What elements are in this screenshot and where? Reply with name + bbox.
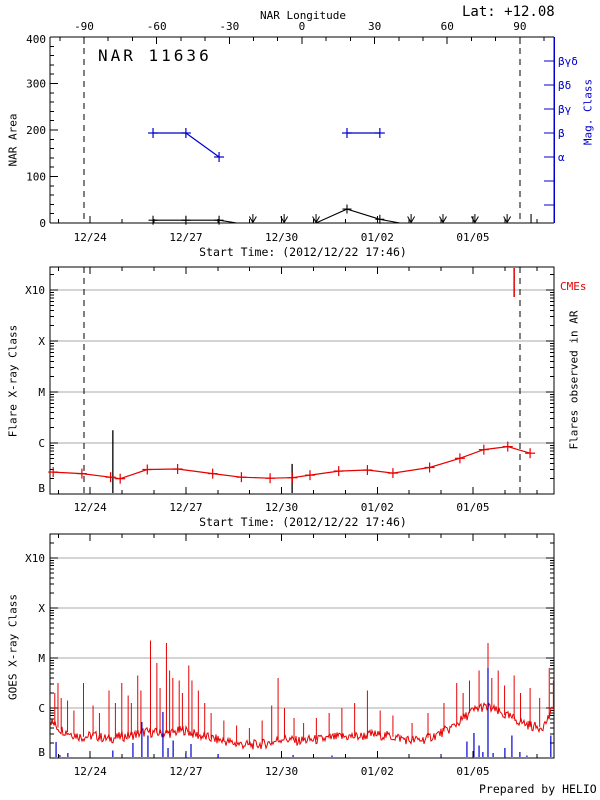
flares-in-ar-axis-title: Flares observed in AR <box>567 310 581 450</box>
panel1-date-label: 01/02 <box>361 231 394 244</box>
longitude-tick-label: -30 <box>219 20 239 33</box>
panel3-date-label: 12/30 <box>265 765 298 778</box>
longitude-tick-label: -60 <box>147 20 167 33</box>
goes-ytick-label: C <box>38 702 45 715</box>
goes-ytick-label: B <box>38 746 45 759</box>
nar-area-tick-label: 0 <box>39 217 46 230</box>
nar-area-line <box>153 208 532 224</box>
mag-class-tick-label: βγ <box>558 103 572 116</box>
longitude-axis-title: NAR Longitude <box>259 9 347 22</box>
panel3-date-label: 01/02 <box>361 765 394 778</box>
flare-ytick-label: X <box>38 335 45 348</box>
longitude-tick-label: 60 <box>441 20 454 33</box>
nar-area-tick-label: 100 <box>26 171 46 184</box>
prepared-by-credit: Prepared by HELIO <box>479 782 597 796</box>
nar-area-zero-arrow <box>315 216 320 223</box>
active-region-title: NAR 11636 <box>98 46 212 65</box>
nar-area-zero-arrow <box>252 216 257 223</box>
mag-class-tick-label: α <box>558 151 565 164</box>
nar-area-zero-arrow <box>248 216 254 223</box>
goes-xray-axis-title: GOES X-ray Class <box>6 594 20 700</box>
panel2-date-label: 12/30 <box>265 501 298 514</box>
nar-area-zero-arrow <box>439 216 444 223</box>
flare-ytick-label: X10 <box>25 284 45 297</box>
goes-ytick-label: M <box>38 652 45 665</box>
panel1-date-label: 12/30 <box>265 231 298 244</box>
panel2-date-label: 01/02 <box>361 501 394 514</box>
nar-area-tick-label: 200 <box>26 124 46 137</box>
panel1-date-label: 01/05 <box>456 231 489 244</box>
flare-ytick-label: B <box>38 482 45 495</box>
goes-ytick-label: X <box>38 602 45 615</box>
longitude-tick-label: 0 <box>299 20 306 33</box>
nar-area-tick-label: 400 <box>26 33 46 46</box>
panel2-date-label: 01/05 <box>456 501 489 514</box>
mag-class-tick-label: βδ <box>558 79 571 92</box>
nar-area-zero-arrow <box>442 216 447 223</box>
goes-ytick-label: X10 <box>25 552 45 565</box>
panel1-date-label: 12/27 <box>169 231 202 244</box>
nar-area-zero-arrow <box>410 216 416 223</box>
nar-area-zero-arrow <box>280 216 285 223</box>
mag-class-tick-label: βγδ <box>558 55 578 68</box>
nar-area-zero-arrow <box>470 216 476 223</box>
nar-area-zero-arrow <box>312 216 317 223</box>
nar-area-zero-arrow <box>407 216 412 223</box>
panel3-date-label: 01/05 <box>456 765 489 778</box>
nar-area-zero-arrow <box>283 216 289 223</box>
start-time-label-top: Start Time: (2012/12/22 17:46) <box>199 245 407 259</box>
start-time-label-middle: Start Time: (2012/12/22 17:46) <box>199 515 407 529</box>
panel2-date-label: 12/27 <box>169 501 202 514</box>
nar-area-zero-arrow <box>506 216 512 223</box>
flare-ytick-label: C <box>38 437 45 450</box>
longitude-tick-label: 30 <box>368 20 381 33</box>
cmes-label: CMEs <box>560 280 587 293</box>
nar-area-zero-arrow <box>474 216 479 223</box>
longitude-tick-label: -90 <box>74 20 94 33</box>
goes-flux-curve <box>50 702 554 750</box>
flare-xray-axis-title: Flare X-ray Class <box>6 324 20 438</box>
panel2-date-label: 12/24 <box>74 501 107 514</box>
panel3-date-label: 12/27 <box>169 765 202 778</box>
panel2-border <box>49 266 555 495</box>
panel3-border <box>49 533 555 759</box>
latitude-readout: Lat: +12.08 <box>462 4 555 20</box>
panel3-date-label: 12/24 <box>74 765 107 778</box>
panel1-date-label: 12/24 <box>74 231 107 244</box>
mag-class-tick-label: β <box>558 127 565 140</box>
longitude-tick-label: 90 <box>513 20 526 33</box>
flare-ytick-label: M <box>38 386 45 399</box>
nar-area-tick-label: 300 <box>26 78 46 91</box>
nar-area-zero-arrow <box>503 216 508 223</box>
nar-area-axis-title: NAR Area <box>6 113 20 167</box>
mag-class-axis-title: Mag. Class <box>581 78 595 146</box>
